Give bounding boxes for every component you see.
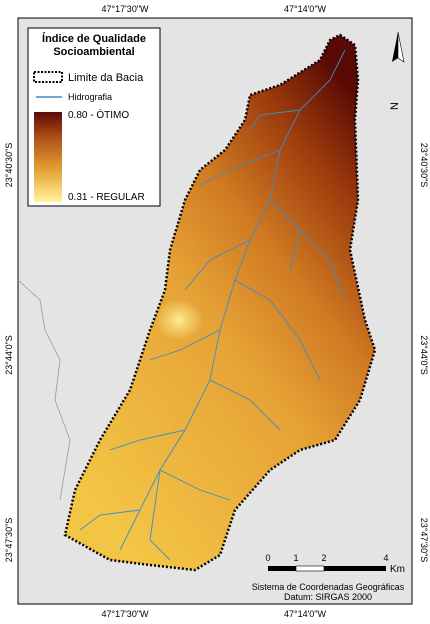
coordinates: 47°17'30"W 47°14'0"W 47°17'30"W 47°14'0"… — [4, 4, 429, 619]
coord-label: 47°14'0"W — [284, 609, 327, 619]
legend: Índice de Qualidade Socioambiental Limit… — [27, 27, 161, 207]
coord-label: 23°44'0"S — [4, 335, 14, 375]
light-area — [155, 285, 235, 355]
crs-text: Datum: SIRGAS 2000 — [284, 592, 372, 602]
coord-label: 23°40'30"S — [419, 143, 429, 188]
coord-label: 47°14'0"W — [284, 4, 327, 14]
coord-label: 23°47'30"S — [419, 518, 429, 563]
gradient-ramp — [34, 112, 62, 202]
coord-label: 47°17'30"W — [101, 4, 149, 14]
outside-boundary — [17, 279, 71, 501]
basin — [63, 33, 377, 572]
coord-label: 23°47'30"S — [4, 518, 14, 563]
crs-text: Sistema de Coordenadas Geográficas — [252, 582, 405, 592]
scale-bar: 0 1 2 4 Km — [265, 553, 405, 575]
boundary-symbol — [33, 71, 63, 83]
north-label: N — [389, 102, 401, 110]
scale-unit: Km — [390, 564, 405, 575]
legend-title: Socioambiental — [53, 46, 134, 58]
coord-label: 23°40'30"S — [4, 143, 14, 188]
scale-label: 1 — [293, 553, 298, 563]
gradient-max: 0.80 - ÓTIMO — [68, 108, 129, 121]
scale-label: 0 — [265, 553, 270, 563]
rivers — [79, 49, 346, 561]
legend-title: Índice de Qualidade — [42, 32, 146, 45]
coord-label: 47°17'30"W — [101, 609, 149, 619]
legend-item: Hidrografia — [68, 92, 112, 102]
north-arrow: N — [389, 31, 405, 110]
legend-item: Limite da Bacia — [68, 72, 144, 84]
scale-label: 2 — [321, 553, 326, 563]
scale-label: 4 — [383, 553, 388, 563]
gradient-min: 0.31 - REGULAR — [68, 192, 145, 203]
coord-label: 23°44'0"S — [419, 335, 429, 375]
